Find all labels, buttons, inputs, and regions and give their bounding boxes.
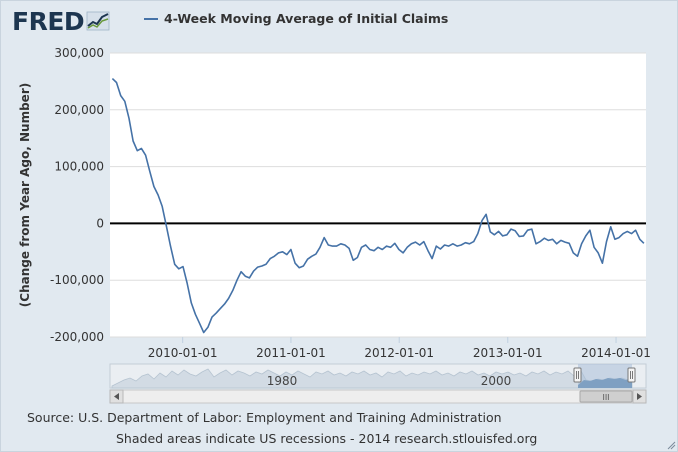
scrollbar-thumb[interactable] — [579, 390, 633, 403]
plot-area — [110, 53, 646, 337]
scrollbar-track[interactable] — [109, 389, 647, 404]
y-tick-label: 100,000 — [54, 160, 104, 174]
chart-line-icon — [86, 11, 110, 31]
x-tick-label: 2012-01-01 — [364, 346, 434, 360]
resize-grip-icon[interactable] — [666, 440, 676, 450]
legend[interactable]: 4-Week Moving Average of Initial Claims — [144, 11, 448, 26]
x-tick-label: 2011-01-01 — [256, 346, 326, 360]
navigator-label: 1980 — [267, 374, 298, 388]
logo-text: FRED — [12, 6, 85, 36]
y-tick-label: -100,000 — [50, 273, 104, 287]
y-axis-ticks: -200,000 -100,000 0 100,000 200,000 300,000 — [50, 46, 104, 344]
y-tick-label: 0 — [96, 216, 104, 230]
series-line — [111, 78, 645, 334]
navigator-selected-series — [578, 378, 632, 388]
navigator-left-handle[interactable] — [573, 367, 582, 383]
gridlines — [110, 52, 646, 338]
arrow-left-icon — [114, 393, 119, 400]
x-tick-label: 2014-01-01 — [581, 346, 651, 360]
recession-note: Shaded areas indicate US recessions - 20… — [116, 431, 538, 446]
navigator[interactable]: 1980 2000 — [109, 363, 647, 389]
x-tick-label: 2010-01-01 — [148, 346, 218, 360]
navigator-history-area — [111, 368, 633, 389]
arrow-right-icon — [637, 393, 642, 400]
y-axis-label: (Change from Year Ago, Number) — [18, 83, 32, 307]
navigator-label: 2000 — [481, 374, 512, 388]
navigator-right-handle[interactable] — [627, 367, 636, 383]
legend-label: 4-Week Moving Average of Initial Claims — [164, 11, 449, 26]
scrollbar[interactable]: III — [109, 389, 647, 404]
y-tick-label: 200,000 — [54, 103, 104, 117]
scrollbar-grip: III — [602, 393, 609, 402]
fred-logo[interactable]: FRED — [12, 6, 110, 36]
x-axis-ticks: 2010-01-01 2011-01-01 2012-01-01 2013-01-01… — [148, 337, 651, 360]
y-tick-label: -200,000 — [50, 330, 104, 344]
source-text: Source: U.S. Department of Labor: Employ… — [27, 410, 502, 425]
legend-line-swatch — [144, 17, 158, 20]
x-tick-label: 2013-01-01 — [473, 346, 543, 360]
y-tick-label: 300,000 — [54, 46, 104, 60]
